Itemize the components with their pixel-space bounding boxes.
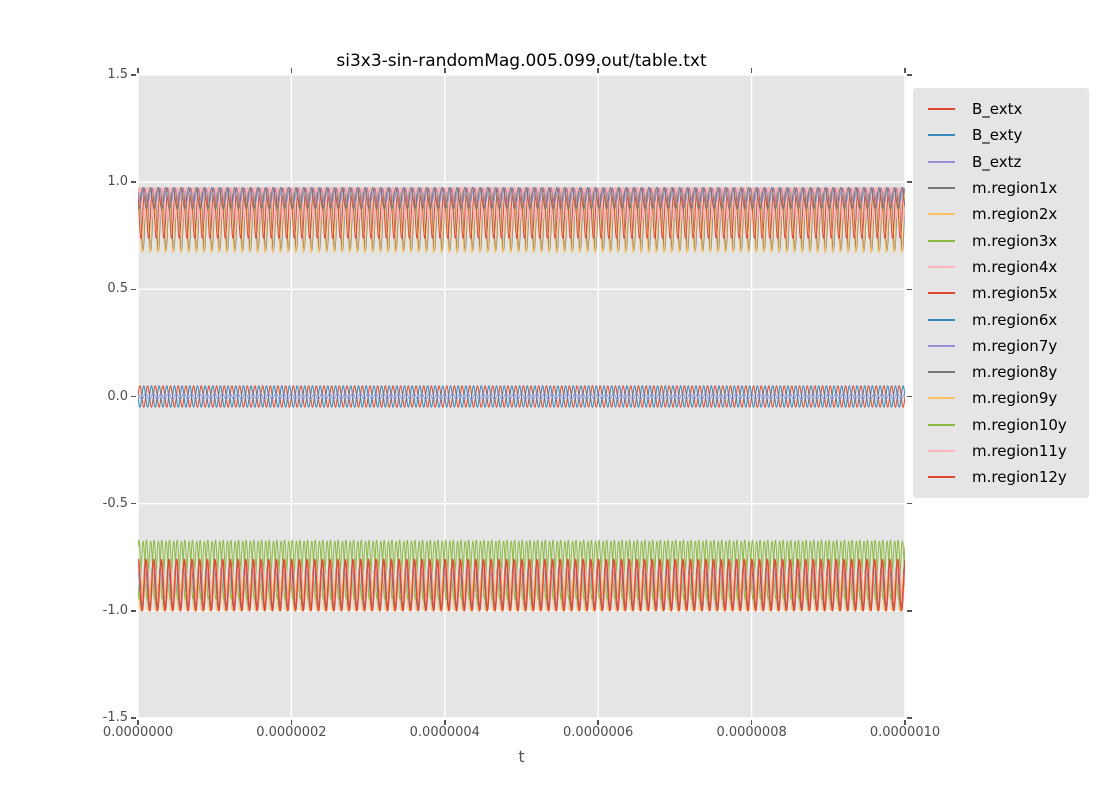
legend-label: m.region5x [972,284,1058,303]
legend-line-sample [928,108,955,111]
y-tick-label: -1.0 [102,602,128,618]
legend-line-sample [928,213,955,216]
legend-item: m.region9y [913,385,1089,411]
legend-line-sample [928,397,955,400]
y-tick-mark-left [131,610,136,612]
y-tick-mark-right [907,181,912,183]
y-tick-mark-left [131,717,136,719]
x-tick-label: 0.0000002 [256,725,327,740]
legend-item: m.region2x [913,201,1089,227]
legend-item: m.region1x [913,175,1089,201]
legend-label: m.region1x [972,179,1058,198]
y-tick-mark-right [907,395,912,398]
y-tick-label: -1.5 [102,710,128,725]
chart-title: si3x3-sin-randomMag.005.099.out/table.tx… [336,51,707,71]
y-tick-mark-right [907,717,912,719]
legend-line-sample [928,265,955,268]
x-tick-label: 0.0000004 [409,725,480,740]
y-tick-mark-right [907,610,912,612]
legend-label: B_exty [972,126,1023,145]
legend: B_extx B_exty B_extz m.region1x m.region2x m.… [913,88,1089,499]
y-tick-mark-left [131,288,136,291]
legend-line-sample [928,318,955,321]
x-tick-mark-bottom [137,720,139,725]
y-tick-label: -0.5 [102,495,128,511]
legend-label: m.region6x [972,310,1058,329]
x-tick-label: 0.0000006 [563,725,634,740]
legend-line-sample [928,423,955,426]
x-tick-mark-bottom [750,720,753,725]
y-tick-mark-left [131,502,136,505]
x-tick-label: 0.0000000 [102,725,174,740]
legend-item: m.region4x [913,254,1089,280]
legend-line-sample [928,292,955,295]
legend-item: m.region10y [913,412,1089,438]
legend-label: m.region11y [972,442,1067,460]
x-tick-label: 0.0000010 [869,725,941,740]
legend-label: m.region4x [972,257,1058,276]
legend-label: m.region2x [972,205,1058,224]
x-tick-mark-top [444,68,446,73]
y-tick-label: 0.0 [107,388,128,404]
legend-line-sample [928,239,955,242]
x-axis-label: t [518,747,525,766]
legend-item: B_extx [913,96,1089,122]
legend-label: m.region12y [972,468,1067,487]
legend-item: m.region8y [913,359,1089,385]
legend-line-sample [928,476,955,479]
y-tick-mark-right [907,74,912,76]
legend-line-sample [928,134,955,137]
legend-label: m.region9y [972,389,1058,408]
y-tick-mark-left [131,395,136,398]
x-tick-mark-top [137,68,139,73]
x-tick-mark-bottom [597,720,599,725]
legend-label: m.region3x [972,231,1058,250]
legend-item: m.region7y [913,333,1089,359]
legend-item: B_exty [913,122,1089,148]
x-tick-mark-top [904,68,906,73]
legend-item: m.region11y [913,438,1089,464]
x-tick-mark-bottom [904,720,906,725]
legend-label: m.region10y [972,415,1067,434]
y-tick-label: 1.5 [107,67,128,82]
y-tick-mark-left [131,181,136,183]
legend-label: m.region7y [972,336,1058,355]
x-tick-mark-top [750,68,753,73]
legend-item: m.region5x [913,280,1089,306]
legend-line-sample [928,450,955,452]
y-tick-mark-left [131,74,136,76]
x-tick-mark-top [290,68,293,73]
legend-label: B_extz [972,152,1022,171]
legend-label: B_extx [972,100,1023,119]
x-tick-label: 0.0000008 [716,725,787,740]
legend-line-sample [928,187,955,190]
x-tick-mark-bottom [444,720,446,725]
y-tick-label: 1.0 [107,174,128,190]
plot-area [138,75,905,718]
legend-line-sample [928,160,955,163]
y-tick-label: 0.5 [107,281,128,297]
x-tick-mark-top [597,68,599,73]
legend-item: m.region3x [913,227,1089,253]
legend-line-sample [928,344,955,347]
y-tick-mark-right [907,502,912,505]
y-tick-mark-right [907,288,912,291]
legend-item: B_extz [913,149,1089,175]
legend-item: m.region6x [913,306,1089,332]
legend-label: m.region8y [972,363,1058,382]
legend-item: m.region12y [913,464,1089,490]
legend-line-sample [928,371,955,374]
x-tick-mark-bottom [290,720,293,725]
